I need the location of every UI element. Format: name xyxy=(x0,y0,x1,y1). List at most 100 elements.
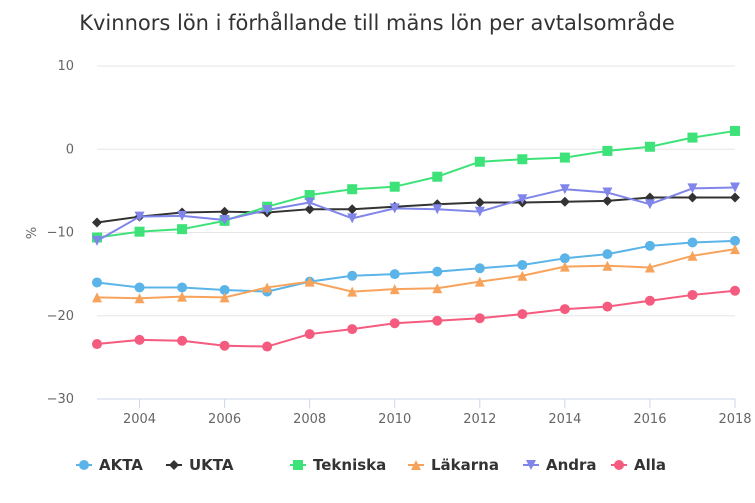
legend-item-andra[interactable]: Andra xyxy=(523,456,597,474)
data-point xyxy=(644,262,655,273)
legend-marker xyxy=(614,460,624,470)
data-point xyxy=(730,244,740,255)
data-point xyxy=(177,335,188,346)
x-tick-label: 2014 xyxy=(548,412,581,427)
data-point xyxy=(134,293,145,304)
data-point xyxy=(347,286,358,297)
y-tick-label: −30 xyxy=(47,392,74,407)
x-axis-ticks: 2004 2006 2008 2010 2012 2014 2016 2018 xyxy=(123,399,752,427)
legend-label: UKTA xyxy=(189,456,234,474)
series-layer xyxy=(92,125,740,352)
data-point xyxy=(219,292,230,303)
legend-label: Andra xyxy=(546,456,597,474)
data-point xyxy=(134,334,145,345)
data-point xyxy=(92,339,102,350)
data-point xyxy=(559,152,570,163)
data-point xyxy=(347,184,358,195)
data-point xyxy=(559,184,570,195)
data-point xyxy=(389,181,400,192)
legend-marker xyxy=(293,460,303,470)
data-point xyxy=(134,226,145,237)
series-line xyxy=(96,248,736,300)
series-akta xyxy=(92,235,740,297)
x-tick-label: 2008 xyxy=(293,412,326,427)
legend-label: Läkarna xyxy=(431,456,499,474)
data-point xyxy=(219,206,230,217)
data-point xyxy=(687,132,698,143)
data-point xyxy=(219,215,230,226)
legend-marker xyxy=(526,460,536,470)
series-ukta xyxy=(92,192,740,228)
data-point xyxy=(474,206,485,217)
data-point xyxy=(219,340,230,351)
data-point xyxy=(432,266,443,277)
y-tick-label: −20 xyxy=(47,309,74,324)
data-point xyxy=(602,145,613,156)
data-point xyxy=(177,291,188,302)
data-point xyxy=(304,190,315,201)
series-lkarna xyxy=(92,244,740,304)
data-point xyxy=(304,197,315,208)
x-tick-label: 2018 xyxy=(718,412,751,427)
data-point xyxy=(517,259,528,270)
data-point xyxy=(304,329,315,340)
series-line xyxy=(96,239,736,293)
legend-item-lkarna[interactable]: Läkarna xyxy=(408,456,499,474)
legend-marker xyxy=(169,460,179,470)
legend-label: Alla xyxy=(634,456,666,474)
data-point xyxy=(432,315,443,326)
data-point xyxy=(432,283,443,294)
data-point xyxy=(687,192,698,203)
data-point xyxy=(92,235,102,246)
series-line xyxy=(96,129,736,239)
legend-item-alla[interactable]: Alla xyxy=(611,456,666,474)
y-axis-ticks: 10 0 −10 −20 −30 xyxy=(47,59,74,407)
data-point xyxy=(474,276,485,287)
legend-item-ukta[interactable]: UKTA xyxy=(166,456,234,474)
legend-marker xyxy=(411,460,421,470)
data-point xyxy=(177,282,188,293)
data-point xyxy=(517,194,528,205)
grid-lines xyxy=(97,65,735,317)
series-andra xyxy=(92,182,740,246)
data-point xyxy=(474,313,485,324)
data-point xyxy=(602,249,613,260)
data-point xyxy=(262,205,273,216)
data-point xyxy=(687,183,698,194)
data-point xyxy=(687,289,698,300)
data-point xyxy=(559,253,570,264)
x-tick-label: 2016 xyxy=(633,412,666,427)
data-point xyxy=(602,187,613,198)
data-point xyxy=(389,284,400,295)
data-point xyxy=(262,341,273,352)
y-axis-label: % xyxy=(25,227,40,239)
data-point xyxy=(304,276,315,287)
data-point xyxy=(517,270,528,281)
legend-item-tekniska[interactable]: Tekniska xyxy=(290,456,386,474)
legend-item-akta[interactable]: AKTA xyxy=(76,456,143,474)
data-point xyxy=(559,304,570,315)
data-point xyxy=(92,292,102,303)
data-point xyxy=(644,295,655,306)
data-point xyxy=(177,224,188,235)
data-point xyxy=(559,196,570,207)
legend-marker xyxy=(79,460,89,470)
x-tick-label: 2012 xyxy=(463,412,496,427)
data-point xyxy=(602,301,613,312)
series-tekniska xyxy=(92,125,740,243)
x-tick-label: 2006 xyxy=(208,412,241,427)
data-point xyxy=(602,195,613,206)
data-point xyxy=(474,263,485,274)
legend: AKTA UKTA Tekniska Läkarna Andra Alla xyxy=(76,456,666,474)
data-point xyxy=(134,282,145,293)
data-point xyxy=(347,213,358,224)
data-point xyxy=(177,210,188,221)
legend-label: AKTA xyxy=(99,456,143,474)
x-tick-label: 2004 xyxy=(123,412,156,427)
data-point xyxy=(432,204,443,215)
data-point xyxy=(347,204,358,215)
data-point xyxy=(389,318,400,329)
y-tick-label: −10 xyxy=(47,226,74,241)
legend-label: Tekniska xyxy=(313,456,386,474)
data-point xyxy=(389,269,400,280)
